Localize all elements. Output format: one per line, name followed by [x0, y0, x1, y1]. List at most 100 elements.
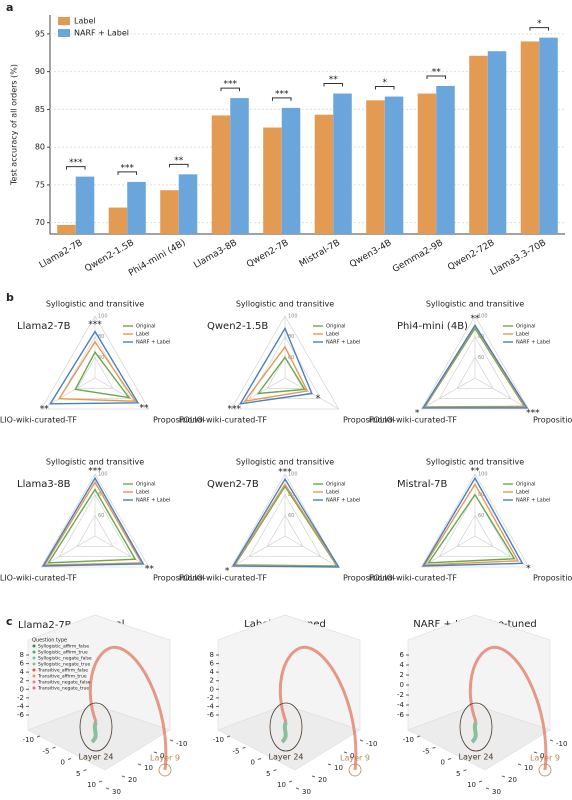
annotation-ring	[459, 702, 493, 752]
significance: ***	[88, 467, 102, 477]
y-tick-label: 10	[334, 764, 343, 772]
z-tick-label: -4	[207, 702, 215, 710]
x-tick-label: 10	[277, 781, 286, 789]
radar-line	[41, 476, 145, 567]
axis-label: Syllogistic and transitive	[236, 458, 334, 467]
radar-line	[43, 480, 143, 566]
legend-label: NARF + Label	[516, 498, 550, 504]
y-tick-label: 0	[350, 752, 354, 760]
tick	[533, 751, 538, 754]
bar	[333, 93, 352, 234]
tick	[273, 769, 277, 772]
x-tick-label: -10	[23, 736, 34, 744]
significance: *	[316, 394, 321, 404]
significance: **	[40, 404, 50, 414]
tick	[153, 751, 158, 754]
r-tick-label: 60	[478, 513, 484, 519]
significance-bracket	[529, 27, 550, 31]
annotation: Layer 9	[150, 754, 180, 763]
bar	[436, 85, 455, 234]
bar	[160, 190, 179, 234]
z-tick-label: -6	[207, 711, 215, 719]
panel-label: c	[6, 615, 13, 628]
significance: **	[139, 403, 149, 413]
tick	[52, 746, 56, 749]
tick	[121, 775, 126, 778]
significance: **	[329, 75, 339, 85]
y-tick-label: 0	[160, 752, 164, 760]
x-tick-label: 5	[76, 770, 80, 778]
y-tick-label: 30	[302, 788, 311, 796]
y-tick-label: 30	[112, 788, 121, 796]
y-tick-label: -10	[556, 740, 567, 748]
bar	[314, 114, 334, 234]
radar-line	[57, 340, 137, 402]
bar	[487, 51, 507, 234]
radar-line	[421, 323, 529, 409]
r-tick-label: 80	[98, 492, 104, 498]
annotation: Layer 24	[268, 753, 303, 762]
pane	[407, 704, 551, 771]
radar-line	[243, 345, 309, 403]
axis-label: Syllogistic and transitive	[236, 300, 334, 309]
x-tick-label: -5	[423, 747, 430, 755]
axis-label: Propositional	[153, 574, 205, 583]
axis-label: Propositional	[343, 416, 395, 425]
bar	[57, 224, 76, 234]
annotation-ring	[79, 702, 113, 752]
legend-label: Label	[136, 332, 150, 338]
y-tick-label: 10	[144, 764, 153, 772]
legend-label: NARF + Label	[516, 340, 550, 346]
legend-swatch	[32, 680, 36, 684]
pane	[27, 704, 171, 771]
r-tick-label: 60	[288, 513, 294, 519]
tick	[257, 758, 262, 760]
grid-line	[230, 315, 340, 410]
significance-bracket	[323, 83, 344, 87]
x-tick-label: -10	[213, 736, 224, 744]
bar	[520, 41, 540, 235]
radar-title: Llama2-7B	[17, 321, 71, 332]
legend-swatch	[58, 17, 70, 25]
z-tick-label: -4	[397, 701, 405, 709]
radar-title: Mistral-7B	[397, 479, 448, 490]
z-tick-label: 4	[20, 668, 25, 676]
legend-label: NARF + Label	[136, 498, 170, 504]
spoke	[94, 377, 149, 410]
axis-label: FOLIO-wiki-curated-TF	[0, 416, 77, 425]
trajectory	[468, 645, 548, 771]
z-tick-label: 0	[210, 685, 214, 693]
x-tick-label: Mistral-7B	[298, 238, 342, 269]
bar	[469, 55, 488, 234]
grid-line	[58, 494, 132, 557]
trajectory	[88, 645, 168, 771]
bar	[384, 96, 404, 234]
grid-line	[40, 473, 150, 568]
legend-swatch	[32, 662, 36, 666]
x-tick-label: 0	[61, 759, 65, 767]
z-tick-label: 0	[20, 685, 24, 693]
significance: *	[526, 564, 531, 574]
tick	[83, 769, 87, 772]
significance-bracket	[220, 87, 241, 92]
bar	[127, 181, 146, 234]
tick	[343, 751, 348, 754]
axis-label: Propositional	[533, 574, 572, 583]
r-tick-label: 100	[478, 472, 488, 478]
significance: ***	[278, 468, 292, 478]
axis-label: FOLIO-wiki-curated-TF	[0, 574, 77, 583]
bar	[539, 37, 558, 234]
legend-swatch	[32, 668, 36, 672]
legend-label: Label	[516, 490, 530, 496]
trajectory	[278, 645, 358, 771]
radar-line	[233, 485, 339, 567]
y-tick-label: 80	[35, 143, 45, 152]
legend-label: Syllogistic_negate_true	[38, 662, 90, 668]
tick	[137, 763, 142, 766]
bar	[417, 93, 437, 234]
legend-swatch	[58, 29, 70, 37]
legend-label: NARF + Label	[326, 498, 360, 504]
grid-line	[266, 514, 304, 547]
legend-label: Original	[136, 324, 156, 330]
